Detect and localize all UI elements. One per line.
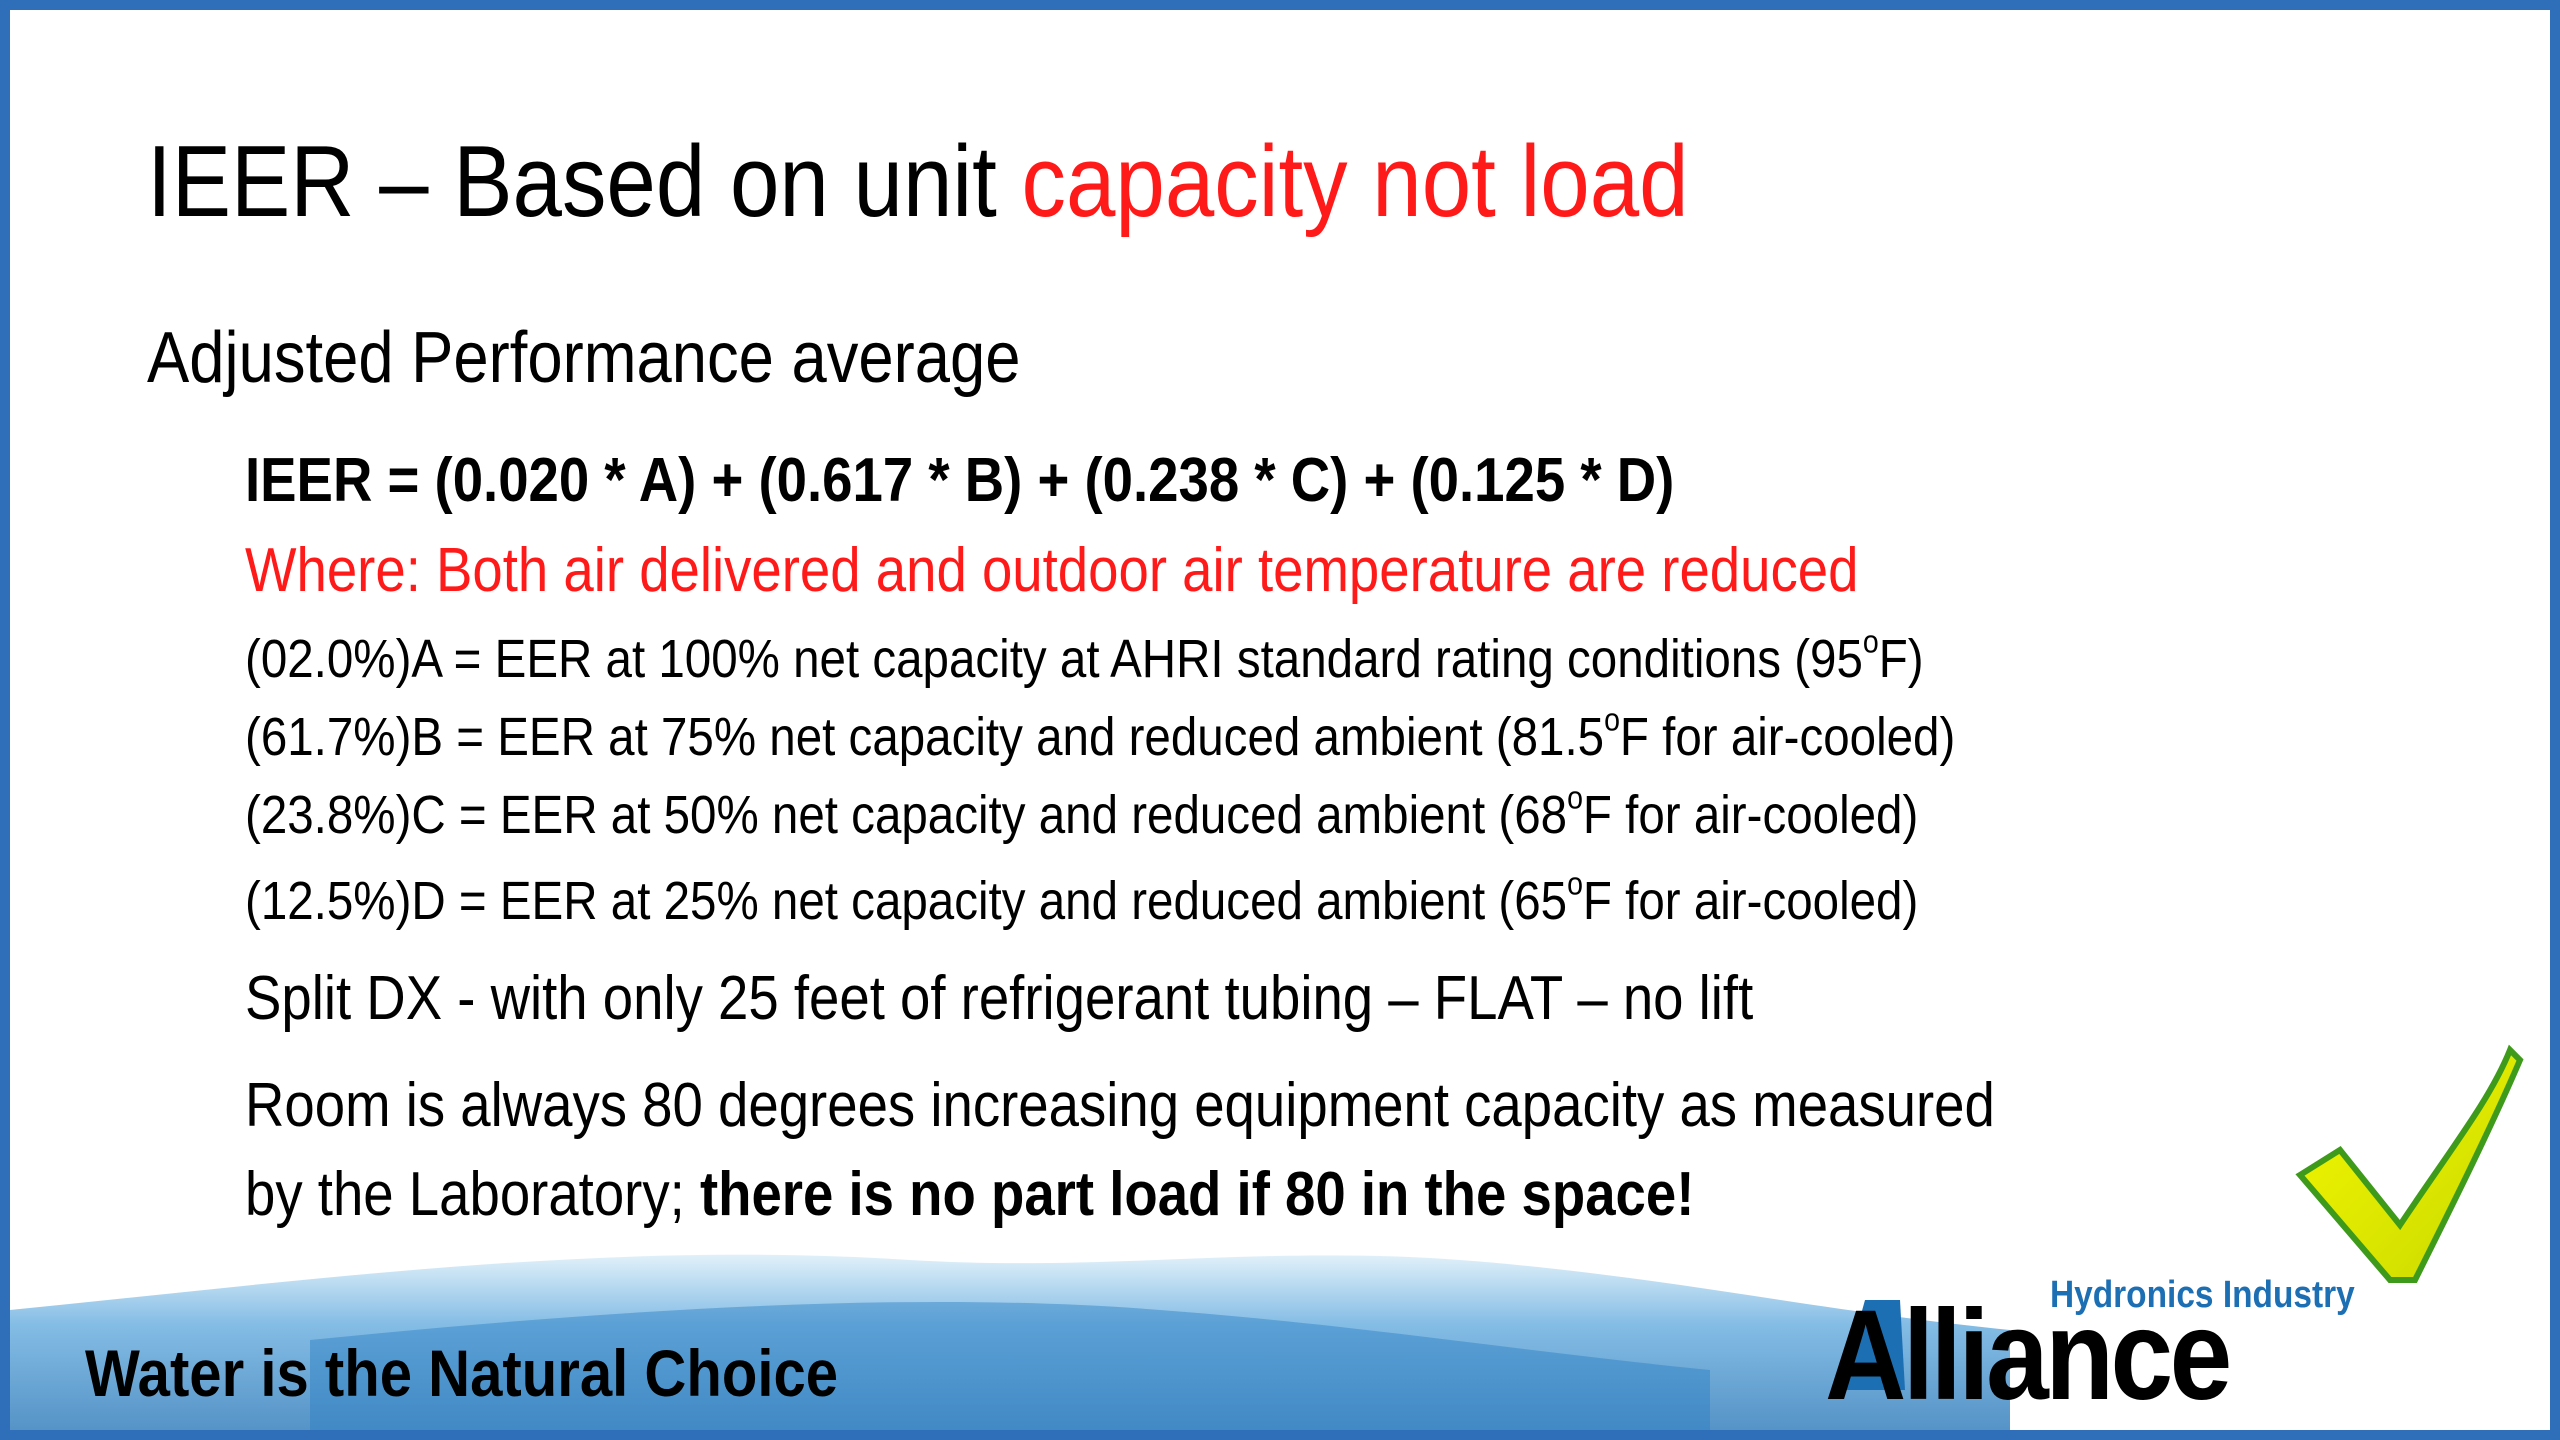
definition-superscript: o [1604, 701, 1620, 738]
water-wave [10, 1254, 2010, 1430]
room-note-line: Room is always 80 degrees increasing equ… [245, 1071, 1995, 1140]
formula: IEER = (0.020 * A) + (0.617 * B) + (0.23… [245, 446, 1675, 515]
definition: (23.8%)C = EER at 50% net capacity and r… [245, 782, 1919, 845]
definition-superscript: o [1567, 865, 1583, 902]
definition-text: F for air-cooled) [1582, 785, 1919, 845]
definition-text: (61.7%)B = EER at 75% net capacity and r… [245, 707, 1605, 767]
checkmark [2295, 1044, 2524, 1283]
definition: (12.5%)D = EER at 25% net capacity and r… [245, 868, 1919, 931]
definition-superscript: o [1862, 623, 1879, 660]
logo-drop [1840, 1300, 1905, 1390]
title-text: IEER – Based on unit [147, 126, 1022, 238]
definition-text: F for air-cooled) [1619, 707, 1956, 767]
water-wave [310, 1301, 1710, 1430]
definition-text: (12.5%)D = EER at 25% net capacity and r… [245, 871, 1568, 931]
room-note-text: by the Laboratory; [245, 1160, 700, 1229]
room-note-emphasis: there is no part load if 80 in the space… [699, 1160, 1695, 1229]
definition: (61.7%)B = EER at 75% net capacity and r… [245, 704, 1956, 767]
logo-big: Alliance [1825, 1284, 2232, 1427]
tagline: Water is the Natural Choice [85, 1336, 839, 1410]
title: IEER – Based on unit capacity not load [147, 132, 1689, 233]
where-note: Where: Both air delivered and outdoor ai… [245, 536, 1859, 605]
subtitle: Adjusted Performance average [147, 318, 1021, 398]
logo-small: Hydronics Industry [2050, 1274, 2355, 1316]
split-note: Split DX - with only 25 feet of refriger… [245, 964, 1754, 1033]
definition-superscript: o [1567, 779, 1583, 816]
room-note-line: by the Laboratory; there is no part load… [245, 1164, 1694, 1226]
definition: (02.0%)A = EER at 100% net capacity at A… [245, 626, 1924, 689]
definition-text: F for air-cooled) [1582, 871, 1919, 931]
definition-text: (23.8%)C = EER at 50% net capacity and r… [245, 785, 1568, 845]
definition-text: F) [1878, 629, 1924, 689]
title-highlight: capacity not load [1021, 126, 1689, 238]
decor [10, 1044, 2524, 1430]
definition-text: (02.0%)A = EER at 100% net capacity at A… [245, 629, 1863, 689]
